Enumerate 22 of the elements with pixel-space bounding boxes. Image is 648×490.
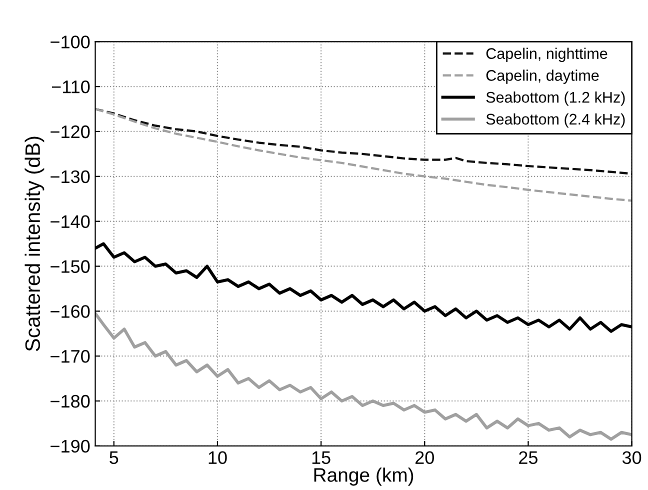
x-tick-label: 15 [312,451,330,464]
x-tick-label: 30 [622,451,642,464]
y-tick-label: −130 [50,170,90,184]
y-tick-label: −150 [50,260,90,273]
y-tick-label: −110 [52,80,90,94]
legend-label: Capelin, daytime [486,70,599,84]
legend-label: Seabottom (1.2 kHz) [486,92,625,106]
y-tick-label: −160 [50,305,90,318]
legend-label: Capelin, nighttime [486,48,608,62]
x-tick-label: 25 [519,451,538,464]
x-tick-label: 5 [110,451,118,464]
legend-label: Seabottom (2.4 kHz) [486,113,625,128]
y-tick-label: −100 [50,36,90,48]
x-axis-title: Range (km) [314,468,414,486]
x-tick-label: 20 [416,451,434,464]
y-tick-label: −180 [50,394,90,408]
y-tick-label: −120 [50,125,90,138]
x-tick-label: 10 [208,451,227,464]
y-axis-title: Scattered intensity (dB) [24,136,44,352]
y-tick-label: −170 [50,350,90,363]
y-tick-label: −190 [50,440,90,453]
y-tick-label: −140 [50,215,90,228]
